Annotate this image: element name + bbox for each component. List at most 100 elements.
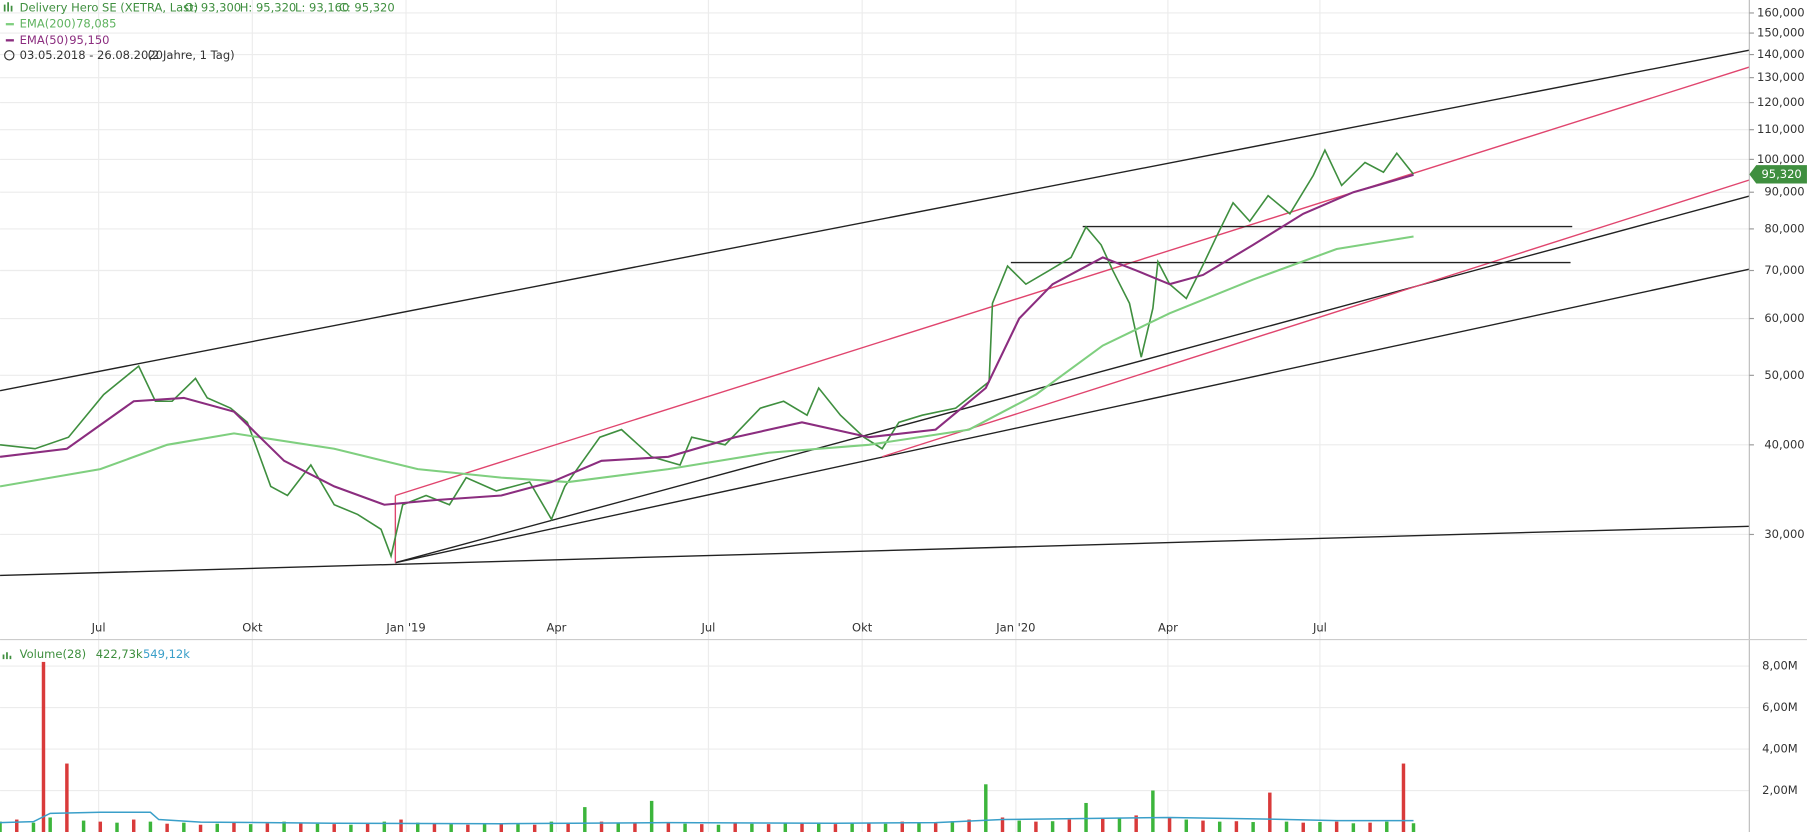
volume-bar xyxy=(883,823,888,832)
price-line xyxy=(0,148,1415,559)
volume-bar xyxy=(499,823,504,832)
volume-bar xyxy=(482,823,487,832)
volume-bar xyxy=(115,822,119,832)
price-marker xyxy=(1749,165,1807,184)
volume-bar xyxy=(65,763,69,832)
ema-line xyxy=(0,235,1414,488)
volume-bar xyxy=(1401,763,1406,832)
volume-bar xyxy=(1268,792,1272,832)
volume-bar xyxy=(1368,822,1372,832)
plot xyxy=(0,49,1750,832)
volume-bar xyxy=(1117,817,1122,832)
volume-bar xyxy=(867,822,871,832)
volume-bar xyxy=(1284,821,1289,832)
volume-bar xyxy=(282,821,286,832)
y-tick-label: 160,000 xyxy=(1757,5,1805,19)
x-tick-label: Jan '20 xyxy=(995,621,1035,635)
y-tick-label: 140,000 xyxy=(1757,47,1805,61)
y-tick-label: 90,000 xyxy=(1764,185,1804,199)
y-tick-label: 80,000 xyxy=(1764,221,1804,235)
volume-bar xyxy=(182,822,186,832)
y-tick-label: 70,000 xyxy=(1764,263,1804,277)
y-tick-label: 100,000 xyxy=(1757,152,1805,166)
x-tick-label: Jul xyxy=(700,621,715,635)
open: O: 93,300 xyxy=(184,1,241,15)
x-tick-label: Jul xyxy=(91,621,106,635)
volume-bar xyxy=(766,824,771,832)
trendline xyxy=(881,179,1750,458)
icon xyxy=(2,652,12,660)
volume-bar xyxy=(198,824,203,832)
volume-bar xyxy=(532,824,537,832)
x-tick-label: Apr xyxy=(1158,621,1178,635)
volume-bar xyxy=(1385,821,1389,832)
volume-bar xyxy=(917,822,921,832)
icon xyxy=(3,2,13,12)
trendline xyxy=(0,525,1750,577)
volume-bar xyxy=(1251,822,1255,832)
volume-bar xyxy=(950,821,955,832)
volume-value: 422,73k xyxy=(96,647,143,661)
labels: Jul Okt Jan '19 Apr Jul Okt Jan '20 Apr Jul 30,00… xyxy=(91,5,1807,797)
volume-bar xyxy=(81,820,86,832)
legend-ema50-value: 95,150 xyxy=(69,33,109,47)
x-tick-label: Apr xyxy=(546,621,566,635)
volume-bar xyxy=(48,817,52,832)
period: 03.05.2018 - 26.08.2020 xyxy=(20,48,163,62)
volume-bar xyxy=(1101,818,1105,832)
volume-bar xyxy=(1351,823,1356,832)
volume-bar xyxy=(700,824,704,832)
volume-bar xyxy=(1234,821,1239,832)
volume-bar xyxy=(516,824,520,832)
volume-bar xyxy=(716,824,721,832)
close: C: 95,320 xyxy=(339,1,395,15)
volume-bar xyxy=(750,823,754,832)
legend-ema50: EMA(50) xyxy=(20,33,69,47)
volume-bar xyxy=(566,822,570,832)
volume-bar xyxy=(633,823,637,832)
trendline xyxy=(395,195,1750,564)
volume-bar xyxy=(165,823,169,832)
price-marker-label: 95,320 xyxy=(1761,167,1801,181)
volume-bar xyxy=(1217,821,1222,832)
low: L: 93,160 xyxy=(295,1,349,15)
volume-bar xyxy=(1411,823,1416,832)
volume-bar xyxy=(215,823,219,832)
high: H: 95,320 xyxy=(240,1,297,15)
legend-ema200-value: 78,085 xyxy=(76,17,116,31)
volume-bar xyxy=(1034,821,1038,832)
volume-bar xyxy=(1167,817,1172,832)
y-tick-label: 50,000 xyxy=(1764,368,1804,382)
volume-bar xyxy=(783,822,788,832)
trendline xyxy=(395,268,1750,564)
volume-avg-value: 549,12k xyxy=(143,647,190,661)
volume-bar xyxy=(416,822,420,832)
volume-bar xyxy=(1050,821,1055,832)
volume-bar xyxy=(683,823,687,832)
volume-bar xyxy=(1301,822,1305,832)
volume-bar xyxy=(1134,815,1138,832)
volume-bar xyxy=(1318,822,1322,832)
trendline xyxy=(395,66,1750,497)
volume-bar xyxy=(15,819,19,832)
volume-bar xyxy=(1151,790,1155,832)
volume-bar xyxy=(382,821,387,832)
volume-bar xyxy=(1201,820,1205,832)
y-tick-label: 6,00M xyxy=(1762,700,1798,714)
y-tick-label: 40,000 xyxy=(1764,437,1804,451)
volume-bar xyxy=(432,823,437,832)
volume-bar xyxy=(1084,802,1088,832)
volume-bar xyxy=(148,821,153,832)
volume-bar xyxy=(1184,819,1189,832)
volume-bar xyxy=(315,823,320,832)
volume-bar xyxy=(332,824,336,832)
y-tick-label: 130,000 xyxy=(1757,70,1805,84)
instrument: Delivery Hero SE (XETRA, Last) xyxy=(20,1,199,15)
volume-bar xyxy=(833,824,838,832)
volume-bar xyxy=(900,821,904,832)
volume-bar xyxy=(583,807,587,832)
volume-bar xyxy=(967,819,971,832)
x-tick-label: Okt xyxy=(852,621,873,635)
